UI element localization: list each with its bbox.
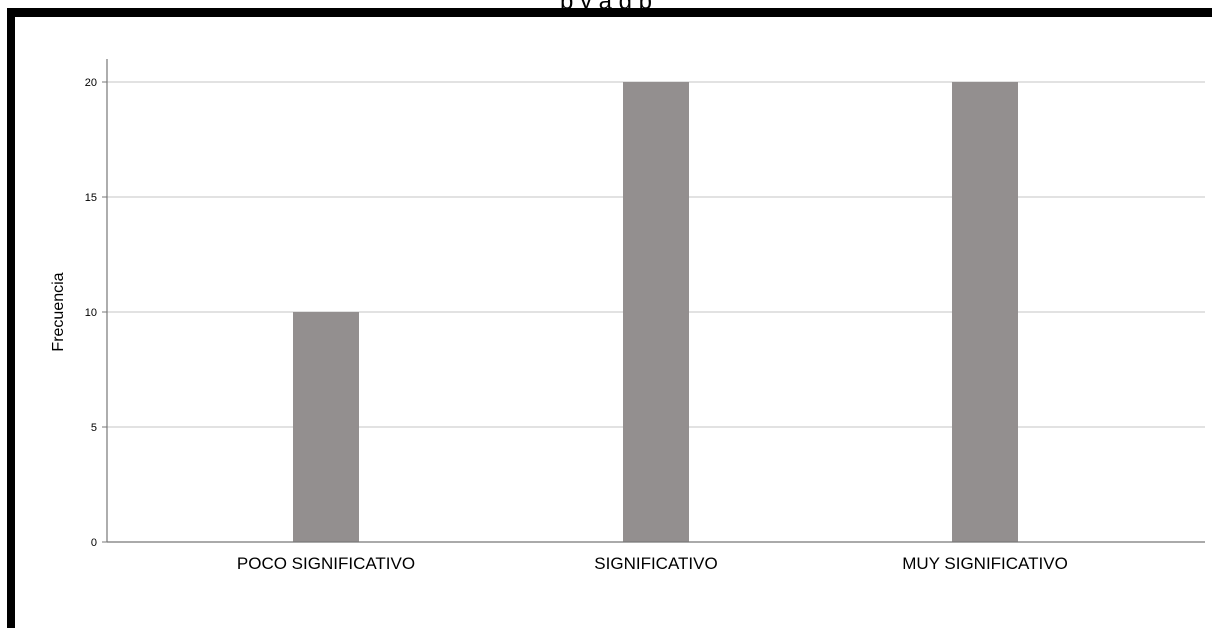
axes — [106, 59, 1205, 543]
bar — [293, 312, 359, 542]
y-tick-label: 0 — [91, 537, 97, 549]
bars — [293, 82, 1018, 542]
y-axis-title: Frecuencia — [50, 272, 67, 351]
x-tick-label: SIGNIFICATIVO — [594, 554, 717, 573]
bar — [623, 82, 689, 542]
x-tick-label: MUY SIGNIFICATIVO — [902, 554, 1068, 573]
y-tick-label: 5 — [91, 422, 97, 434]
y-tick-labels: 0 5 10 15 20 — [85, 77, 97, 549]
bar — [952, 82, 1018, 542]
x-tick-labels: POCO SIGNIFICATIVO SIGNIFICATIVO MUY SIGNI… — [237, 554, 1068, 573]
y-tick-label: 10 — [85, 307, 97, 319]
y-tick-label: 20 — [85, 77, 97, 89]
x-tick-label: POCO SIGNIFICATIVO — [237, 554, 415, 573]
y-tick-label: 15 — [85, 192, 97, 204]
